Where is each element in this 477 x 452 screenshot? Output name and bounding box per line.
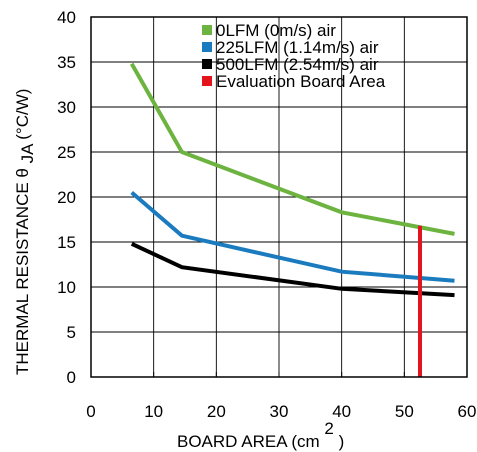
legend-label: 225LFM (1.14m/s) air: [216, 38, 379, 57]
x-tick-label: 50: [395, 402, 414, 421]
x-axis-title: BOARD AREA (cm 2 ): [177, 419, 344, 451]
series-layer: [129, 62, 455, 377]
x-axis-title-suffix: ): [339, 432, 345, 451]
series-line-500lfm-2-54m-s-air: [130, 241, 455, 298]
x-axis-title-main: BOARD AREA (cm: [177, 432, 320, 451]
tick-marks: [90, 16, 468, 378]
legend-swatch: [202, 25, 212, 35]
y-tick-label: 30: [57, 98, 76, 117]
series-line-225lfm-1-14m-s-air: [130, 190, 455, 283]
y-tick-label: 10: [57, 278, 76, 297]
series-line-0lfm-0m-s-air: [129, 62, 455, 236]
legend-label: Evaluation Board Area: [216, 72, 386, 91]
legend-swatch: [202, 42, 212, 52]
y-axis-title: THERMAL RESISTANCE θ JA (°C/W): [13, 89, 37, 375]
y-tick-label: 20: [57, 188, 76, 207]
y-tick-label: 15: [57, 233, 76, 252]
grid-lines: [91, 17, 467, 377]
x-tick-label: 30: [270, 402, 289, 421]
x-tick-label: 10: [144, 402, 163, 421]
x-tick-label: 60: [458, 402, 477, 421]
legend-label: 0LFM (0m/s) air: [216, 21, 336, 40]
y-tick-label: 0: [67, 368, 76, 387]
y-axis-title-subscript: JA: [18, 143, 37, 164]
x-tick-label: 40: [332, 402, 351, 421]
x-tick-label: 20: [207, 402, 226, 421]
y-tick-label: 35: [57, 53, 76, 72]
x-tick-labels: 0 10 20 30 40 50 60: [86, 402, 476, 421]
y-tick-label: 5: [67, 323, 76, 342]
y-axis-title-suffix: (°C/W): [13, 89, 32, 140]
x-axis-title-superscript: 2: [324, 419, 333, 438]
legend-label: 500LFM (2.54m/s) air: [216, 55, 379, 74]
y-tick-label: 40: [57, 8, 76, 27]
x-tick-label: 0: [86, 402, 95, 421]
legend-swatch: [202, 76, 212, 86]
y-tick-label: 25: [57, 143, 76, 162]
legend-swatch: [202, 59, 212, 69]
y-axis-title-main: THERMAL RESISTANCE θ: [13, 168, 32, 375]
y-tick-labels: 0 5 10 15 20 25 30 35 40: [57, 8, 76, 387]
